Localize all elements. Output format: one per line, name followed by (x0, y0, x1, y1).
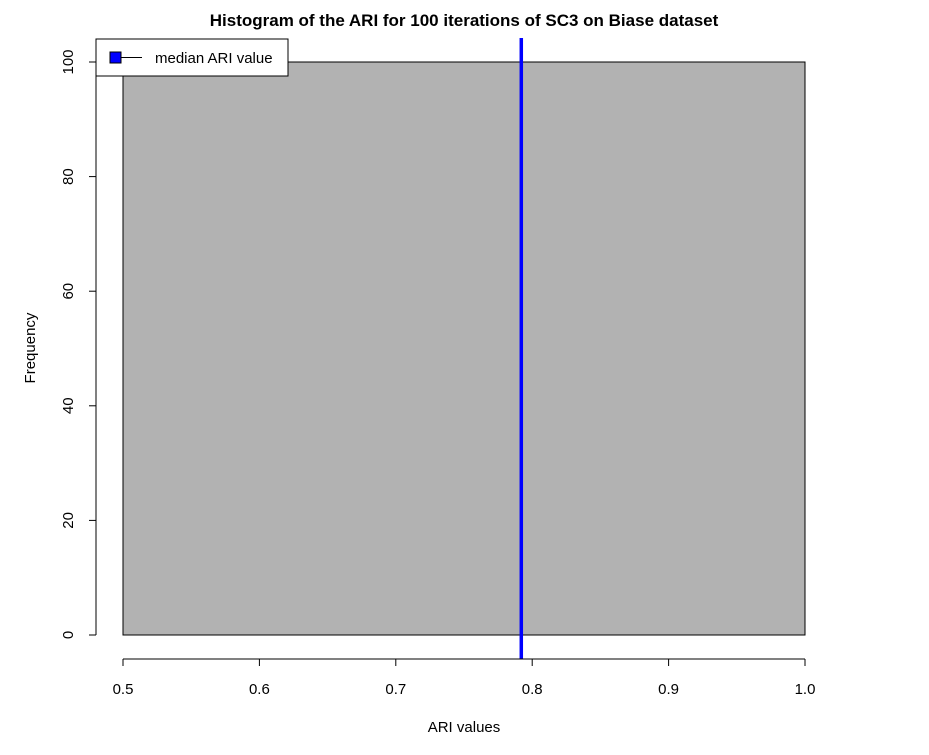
chart-title: Histogram of the ARI for 100 iterations … (210, 11, 719, 30)
x-tick-label-1: 0.6 (249, 681, 270, 698)
legend-swatch (109, 51, 122, 64)
histogram-bar-0 (122, 61, 806, 636)
y-tick-label-1: 20 (60, 512, 77, 529)
x-tick-label-3: 0.8 (522, 681, 543, 698)
legend-label: median ARI value (155, 50, 273, 67)
x-tick-label-2: 0.7 (385, 681, 406, 698)
bars-layer (122, 61, 806, 636)
y-tick-label-2: 40 (60, 397, 77, 414)
x-tick-label-4: 0.9 (658, 681, 679, 698)
x-tick-label-0: 0.5 (113, 681, 134, 698)
x-axis-label: ARI values (428, 719, 501, 736)
x-axis: 0.5 0.6 0.7 0.8 0.9 1.0 (113, 658, 816, 698)
y-tick-label-5: 100 (60, 49, 77, 74)
y-axis-label: Frequency (22, 312, 39, 383)
y-tick-label-4: 80 (60, 168, 77, 185)
y-tick-label-0: 0 (60, 631, 77, 639)
legend: median ARI value (95, 38, 289, 77)
x-tick-label-5: 1.0 (795, 681, 816, 698)
y-axis: 0 20 40 60 80 100 (60, 49, 97, 639)
y-tick-label-3: 60 (60, 283, 77, 300)
